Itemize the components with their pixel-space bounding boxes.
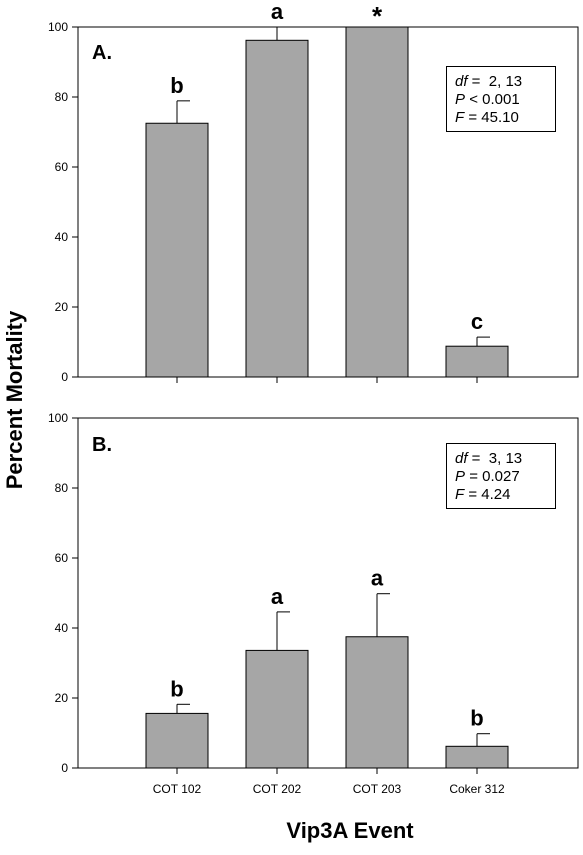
- panel-a-bar: [445, 345, 509, 378]
- panel-a-ytick-label: 20: [55, 300, 69, 314]
- panel-b-significance-label: a: [271, 584, 284, 609]
- panel-b-category-label: COT 203: [353, 782, 402, 796]
- panel-b-significance-label: b: [170, 676, 183, 701]
- panel-b-bar: [145, 712, 209, 769]
- panel-a-significance-label: c: [471, 309, 483, 334]
- panel-b-category-label: COT 102: [153, 782, 202, 796]
- panel-a-bar: [245, 39, 309, 378]
- panel-a-bar: [145, 122, 209, 378]
- panel-b-ytick-label: 100: [48, 411, 68, 425]
- panel-b-frame: [77, 417, 579, 769]
- panel-b-ytick-label: 60: [55, 551, 69, 565]
- panel-b-ytick-label: 20: [55, 691, 69, 705]
- panel-b-df: df = 3, 13: [455, 450, 523, 467]
- panel-a-ytick-label: 60: [55, 160, 69, 174]
- panel-b-ytick-label: 80: [55, 481, 69, 495]
- panel-b-ytick-label: 0: [61, 761, 68, 775]
- panel-b-p: P = 0.027: [455, 468, 520, 485]
- panel-a-frame: [77, 26, 579, 378]
- panel-b-significance-label: b: [470, 706, 483, 731]
- panel-a-stats: df = 2, 13 P < 0.001 F = 45.10: [446, 66, 556, 132]
- panel-a-bar: [345, 26, 409, 378]
- panel-a-ytick-label: 100: [48, 20, 68, 34]
- panel-a-ytick-label: 0: [61, 370, 68, 384]
- panel-b-category-label: Coker 312: [449, 782, 505, 796]
- x-axis-title: Vip3A Event: [286, 818, 414, 843]
- panel-a-ytick-label: 40: [55, 230, 69, 244]
- panel-a-label: A.: [92, 42, 112, 64]
- panel-b-stats: df = 3, 13 P = 0.027 F = 4.24: [446, 443, 556, 509]
- panel-b-bar: [445, 745, 509, 769]
- panel-b-significance-label: a: [371, 566, 384, 591]
- panel-b-f: F = 4.24: [455, 486, 511, 503]
- panel-b-bar: [245, 649, 309, 769]
- panel-a-significance-label: *: [372, 1, 383, 31]
- panel-a-ytick-label: 80: [55, 90, 69, 104]
- panel-b-label: B.: [92, 434, 112, 456]
- panel-a-p: P < 0.001: [455, 91, 520, 108]
- panel-b-category-label: COT 202: [253, 782, 302, 796]
- panel-a-significance-label: b: [170, 73, 183, 98]
- panel-a-f: F = 45.10: [455, 109, 519, 126]
- panel-a-df: df = 2, 13: [455, 73, 523, 90]
- panel-b-ytick-label: 40: [55, 621, 69, 635]
- panel-b-bar: [345, 636, 409, 769]
- panel-a-significance-label: a: [271, 0, 284, 24]
